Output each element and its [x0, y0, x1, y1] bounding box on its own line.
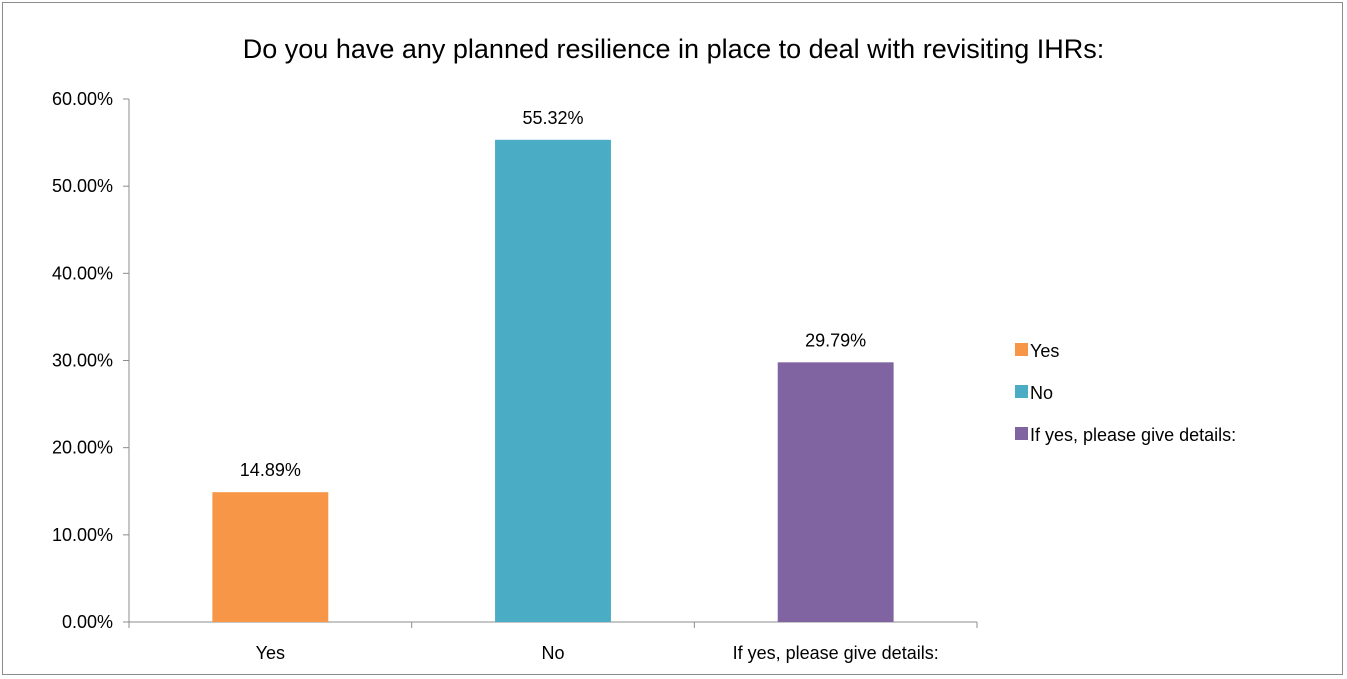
x-tick-label: Yes: [256, 643, 285, 663]
legend-label: Yes: [1030, 341, 1059, 361]
bar-yes: [212, 492, 329, 622]
legend-label: No: [1030, 383, 1053, 403]
y-tick-label: 0.00%: [62, 612, 113, 632]
legend-swatch: [1015, 427, 1028, 440]
legend-swatch: [1015, 385, 1028, 398]
y-tick-label: 20.00%: [52, 438, 113, 458]
chart-title: Do you have any planned resilience in pl…: [242, 34, 1105, 64]
bar-if-yes-please-give-details: [777, 362, 894, 622]
legend-swatch: [1015, 343, 1028, 356]
y-tick-label: 30.00%: [52, 351, 113, 371]
x-tick-label: No: [541, 643, 564, 663]
y-tick-label: 50.00%: [52, 176, 113, 196]
y-tick-label: 40.00%: [52, 263, 113, 283]
data-label: 55.32%: [522, 108, 583, 128]
bar-no: [495, 139, 611, 622]
data-label: 14.89%: [240, 460, 301, 480]
legend-label: If yes, please give details:: [1030, 425, 1236, 445]
x-tick-label: If yes, please give details:: [733, 643, 939, 663]
y-tick-label: 10.00%: [52, 525, 113, 545]
y-tick-label: 60.00%: [52, 89, 113, 109]
data-label: 29.79%: [805, 330, 866, 350]
